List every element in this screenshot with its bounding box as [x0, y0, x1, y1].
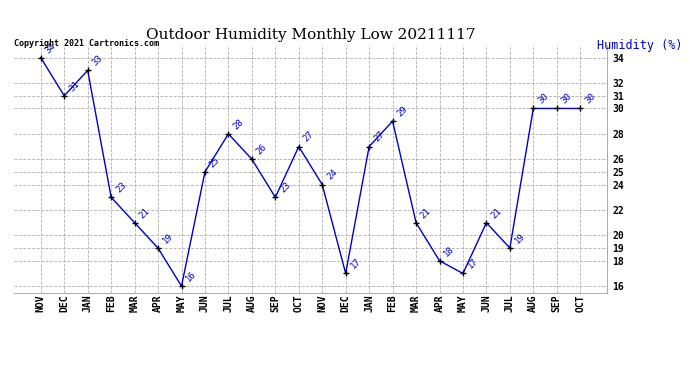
Text: 33: 33 — [90, 54, 104, 68]
Text: 27: 27 — [302, 130, 315, 144]
Text: 17: 17 — [348, 257, 362, 271]
Text: 19: 19 — [513, 231, 526, 245]
Text: 23: 23 — [278, 181, 292, 195]
Text: 27: 27 — [372, 130, 386, 144]
Title: Outdoor Humidity Monthly Low 20211117: Outdoor Humidity Monthly Low 20211117 — [146, 28, 475, 42]
Text: 17: 17 — [466, 257, 480, 271]
Text: 28: 28 — [231, 117, 245, 131]
Text: 21: 21 — [419, 206, 433, 220]
Text: 21: 21 — [137, 206, 151, 220]
Text: 21: 21 — [489, 206, 503, 220]
Text: 26: 26 — [255, 142, 268, 156]
Text: Humidity (%): Humidity (%) — [597, 39, 682, 53]
Text: 19: 19 — [161, 231, 175, 245]
Text: 18: 18 — [442, 244, 456, 258]
Text: 30: 30 — [536, 92, 550, 106]
Text: 31: 31 — [67, 79, 81, 93]
Text: 24: 24 — [325, 168, 339, 182]
Text: Copyright 2021 Cartronics.com: Copyright 2021 Cartronics.com — [14, 39, 159, 48]
Text: 30: 30 — [583, 92, 597, 106]
Text: 25: 25 — [208, 155, 221, 169]
Text: 23: 23 — [114, 181, 128, 195]
Text: 30: 30 — [560, 92, 573, 106]
Text: 16: 16 — [184, 269, 198, 284]
Text: 34: 34 — [43, 41, 57, 55]
Text: 29: 29 — [395, 104, 409, 118]
